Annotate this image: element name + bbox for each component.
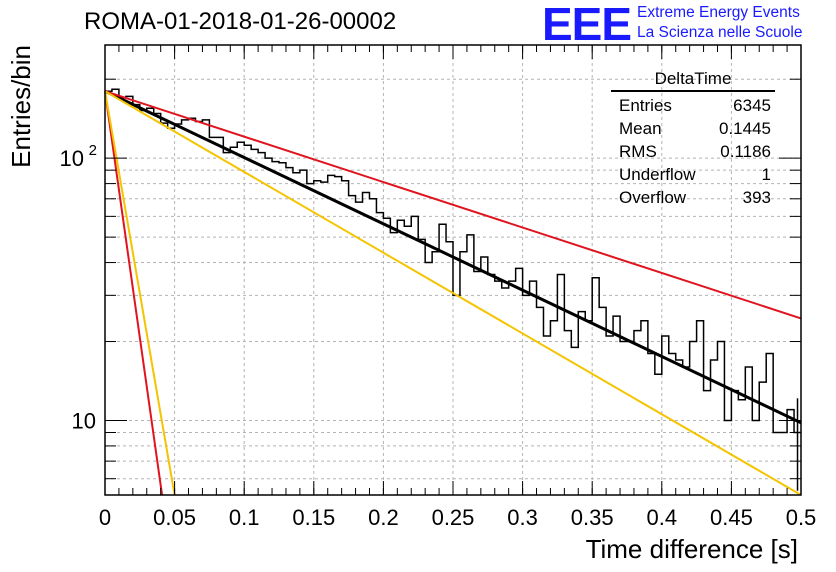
stats-box: DeltaTime Entries 6345 Mean 0.1445 RMS 0… [609, 68, 777, 209]
plot-border [104, 44, 802, 496]
curve-upper-slow [104, 90, 802, 320]
curve-lower-slow [104, 90, 802, 496]
stats-label: RMS [619, 142, 657, 161]
grid-lines [105, 45, 801, 495]
stats-value: 393 [742, 188, 771, 207]
x-tick-label: 0.05 [153, 505, 196, 530]
stats-label: Overflow [619, 188, 687, 207]
x-tick-label: 0.35 [571, 505, 614, 530]
stats-label: Underflow [619, 165, 696, 184]
x-tick-label: 0.2 [368, 505, 399, 530]
stats-value: 0.1445 [719, 119, 771, 138]
x-tick-label: 0.3 [507, 505, 538, 530]
stats-row-underflow: Underflow 1 [609, 163, 777, 186]
stats-label: Entries [619, 96, 672, 115]
stats-value: 0.1186 [720, 142, 771, 161]
stats-title: DeltaTime [611, 68, 775, 92]
stats-row-mean: Mean 0.1445 [609, 117, 777, 140]
y-tick-exponent: 2 [89, 142, 97, 159]
y-tick-label: 10 [60, 146, 84, 171]
stats-row-rms: RMS 0.1186 [609, 140, 777, 163]
x-tick-label: 0.5 [786, 505, 817, 530]
x-axis-label: Time difference [s] [586, 534, 798, 564]
stats-row-overflow: Overflow 393 [609, 186, 777, 209]
axis-ticks [104, 45, 802, 495]
stats-value: 1 [761, 165, 771, 184]
x-tick-label: 0.1 [229, 505, 260, 530]
x-tick-label: 0.25 [432, 505, 475, 530]
x-tick-label: 0.4 [647, 505, 678, 530]
x-tick-label: 0.15 [292, 505, 335, 530]
x-tick-label: 0 [99, 505, 111, 530]
y-axis-label: Entries/bin [6, 45, 36, 168]
eee-logo: EEE [542, 0, 632, 50]
logo-line-1: Extreme Energy Events [637, 4, 800, 21]
y-tick-label: 10 [72, 408, 96, 433]
y-tick-labels: 10 10 2 [60, 142, 97, 433]
x-tick-label: 0.45 [710, 505, 753, 530]
logo-line-2: La Scienza nelle Scuole [637, 24, 803, 41]
curve-fit [104, 89, 802, 425]
chart-title: ROMA-01-2018-01-26-00002 [84, 8, 397, 35]
stats-label: Mean [619, 119, 662, 138]
x-tick-labels: 0 0.05 0.1 0.15 0.2 0.25 0.3 0.35 0.4 0.45 0.5 [99, 505, 816, 530]
stats-value: 6345 [733, 96, 771, 115]
stats-row-entries: Entries 6345 [609, 94, 777, 117]
